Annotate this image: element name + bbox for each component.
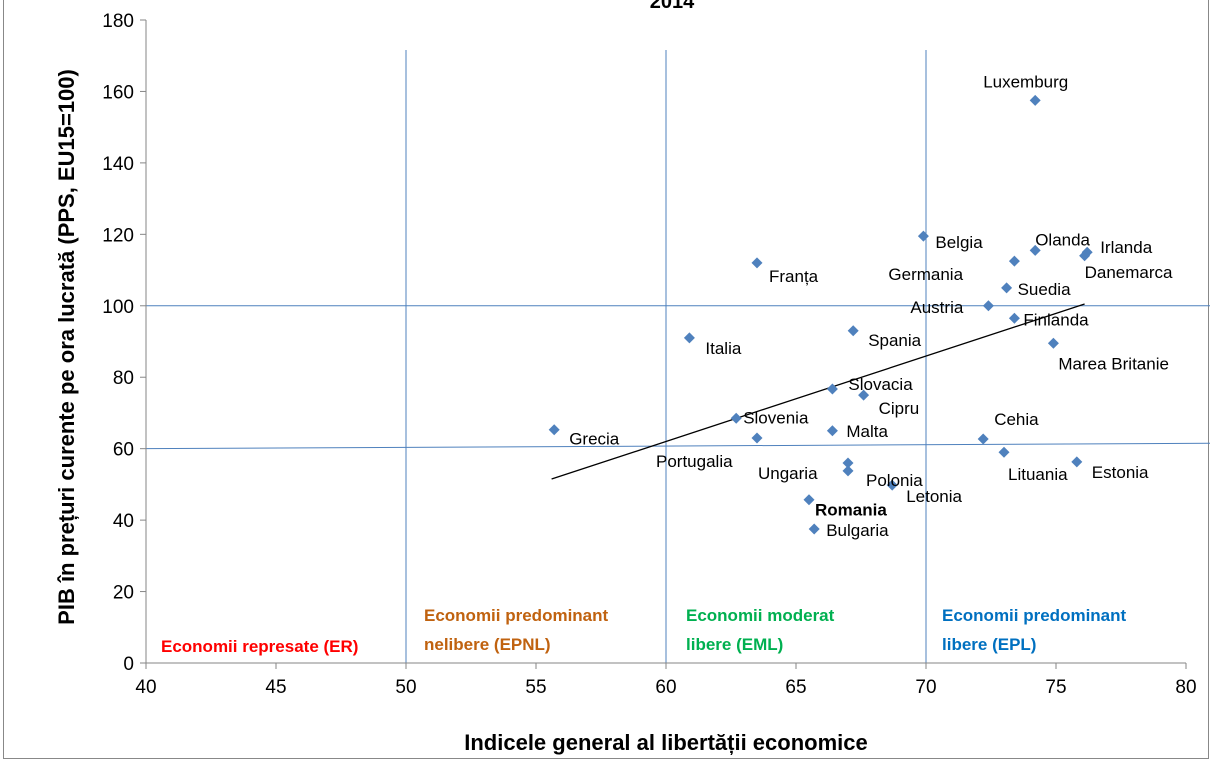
point-label: Franța	[769, 267, 819, 286]
x-tick-label: 55	[525, 677, 546, 698]
point-label: Lituania	[1008, 465, 1068, 484]
point-label: Austria	[910, 298, 963, 317]
marker-danemarca	[1079, 250, 1091, 262]
chart-frame	[3, 0, 1209, 759]
y-axis-title: PIB în prețuri curente pe ora lucrată (P…	[54, 69, 79, 625]
trendline-group	[551, 303, 1085, 480]
x-tick-label: 40	[135, 677, 156, 698]
y-tick-label: 20	[113, 583, 134, 604]
zone-label: Economii moderat	[686, 606, 835, 625]
zone-label: Economii predominant	[424, 606, 609, 625]
x-tick-label: 75	[1045, 677, 1066, 698]
x-tick-label: 60	[655, 677, 676, 698]
marker-olanda	[1029, 244, 1041, 256]
point-label: Malta	[846, 422, 888, 441]
y-tick-label: 60	[113, 440, 134, 461]
zone-label: Economii predominant	[942, 606, 1127, 625]
point-label: Bulgaria	[826, 521, 889, 540]
x-tick-label: 65	[785, 677, 806, 698]
point-label: Portugalia	[656, 452, 733, 471]
point-label: Estonia	[1092, 463, 1149, 482]
y-tick-label: 120	[102, 225, 134, 246]
marker-belgia	[917, 230, 929, 242]
marker-irlanda	[1081, 246, 1093, 258]
marker-portugalia	[751, 432, 763, 444]
marker-ungaria	[842, 457, 854, 469]
marker-finlanda	[1008, 312, 1020, 324]
marker-spania	[847, 325, 859, 337]
point-label: Romania	[815, 501, 887, 520]
x-tick-label: 45	[265, 677, 286, 698]
y-tick-label: 0	[123, 654, 134, 675]
trendline	[551, 303, 1085, 480]
reference-lines	[145, 50, 1210, 663]
point-label: Suedia	[1018, 280, 1071, 299]
y-tick-label: 180	[102, 11, 134, 32]
y-tick-label: 100	[102, 297, 134, 318]
x-axis-title: Indicele general al libertății economice	[464, 730, 867, 755]
y-tick-label: 40	[113, 511, 134, 532]
point-label: Italia	[705, 339, 741, 358]
point-label: Ungaria	[758, 464, 818, 483]
marker-italia	[683, 332, 695, 344]
horizontal-reference-line	[145, 442, 1210, 450]
point-label: Polonia	[866, 471, 923, 490]
x-tick-label: 70	[915, 677, 936, 698]
zone-label: Economii represate (ER)	[161, 637, 358, 656]
marker-germania	[1008, 255, 1020, 267]
y-tick-label: 140	[102, 154, 134, 175]
point-labels: Luxemburg Belgia Olanda Irlanda Danemarca Ger…	[569, 72, 1173, 540]
marker-lituania	[998, 446, 1010, 458]
zone-label: libere (EML)	[686, 635, 783, 654]
point-label: Germania	[888, 265, 963, 284]
point-label: Danemarca	[1085, 263, 1173, 282]
chart-title: 2014	[650, 0, 695, 13]
zone-label: nelibere (EPNL)	[424, 635, 551, 654]
marker-malta	[826, 425, 838, 437]
point-label: Luxemburg	[983, 72, 1068, 91]
point-label: Belgia	[935, 233, 983, 252]
marker-bulgaria	[808, 523, 820, 535]
marker-slovacia	[826, 383, 838, 395]
point-label: Cipru	[879, 399, 920, 418]
y-tick-label: 160	[102, 82, 134, 103]
y-tick-label: 80	[113, 368, 134, 389]
marker-estonia	[1071, 456, 1083, 468]
point-label: Irlanda	[1100, 238, 1153, 257]
point-label: Olanda	[1035, 230, 1090, 249]
marker-franța	[751, 257, 763, 269]
point-label: Finlanda	[1023, 310, 1089, 329]
zone-label: libere (EPL)	[942, 635, 1036, 654]
marker-romania	[803, 494, 815, 506]
point-label: Cehia	[994, 410, 1039, 429]
markers	[548, 94, 1093, 535]
marker-grecia	[548, 424, 560, 436]
marker-marea-britanie	[1047, 337, 1059, 349]
point-label: Slovacia	[848, 375, 913, 394]
point-label: Slovenia	[743, 408, 809, 427]
point-label: Marea Britanie	[1058, 354, 1169, 373]
marker-polonia	[842, 465, 854, 477]
point-label: Letonia	[906, 487, 962, 506]
axes: 0 20 40 60 80 100 120 140 160 180 40 45 50 55 60 65 70 75…	[102, 11, 1196, 698]
point-label: Spania	[868, 331, 921, 350]
marker-luxemburg	[1029, 94, 1041, 106]
marker-slovenia	[730, 412, 742, 424]
x-tick-label: 50	[395, 677, 416, 698]
marker-cipru	[858, 389, 870, 401]
marker-suedia	[1001, 282, 1013, 294]
marker-austria	[982, 300, 994, 312]
point-label: Grecia	[569, 430, 620, 449]
zone-labels: Economii represate (ER) Economii predomin…	[161, 606, 1127, 656]
x-tick-label: 80	[1175, 677, 1196, 698]
marker-letonia	[886, 479, 898, 491]
marker-cehia	[977, 433, 989, 445]
